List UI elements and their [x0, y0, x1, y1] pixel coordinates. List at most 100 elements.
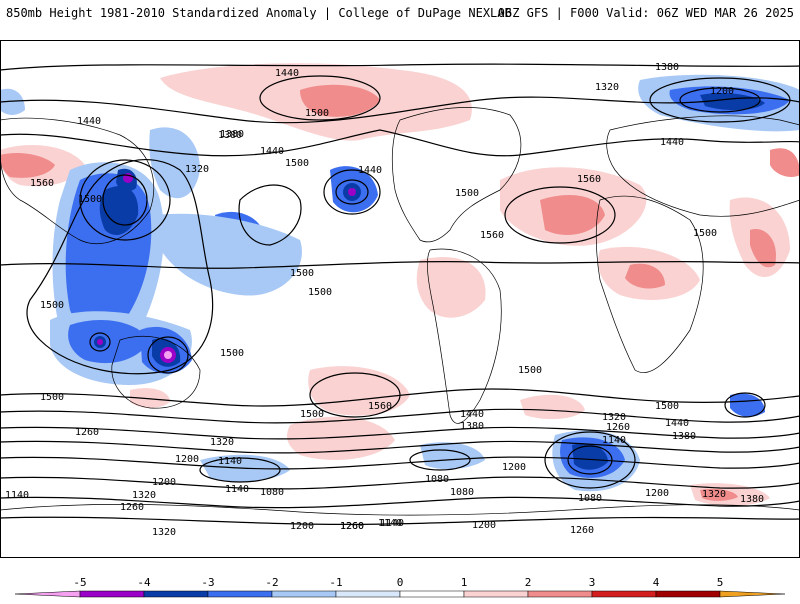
contour-label: 1140 [225, 484, 249, 495]
map-canvas: 1440 1500 1380 1320 1200 1440 1500 1560 … [0, 40, 800, 558]
anomaly-south-indian-low [730, 393, 765, 417]
contour-label: 1440 [260, 146, 284, 157]
colorbar-tick-label: -4 [137, 576, 151, 589]
contour-label: 1500 [305, 108, 329, 119]
contour-label: 1320 [132, 490, 156, 501]
contour-closed-low [679, 87, 761, 113]
contour-closed-low [724, 392, 766, 418]
contour-label: 1440 [77, 116, 101, 127]
valid-time: 06Z GFS | F000 Valid: 06Z WED MAR 26 202… [497, 6, 794, 20]
contour-label: 1560 [577, 174, 601, 185]
contour-closed-high [504, 186, 616, 244]
colorbar-tick-label: -5 [73, 576, 86, 589]
colorbar-tick-label: 3 [589, 576, 596, 589]
colorbar: -5 -4 -3 -2 -1 0 1 2 3 4 5 [0, 566, 800, 600]
colorbar-segment [271, 590, 337, 598]
anomaly-west-africa-core [625, 263, 665, 289]
anomaly-north-pacific-low-peak [348, 188, 356, 196]
colorbar-segment [143, 590, 209, 598]
africa-outline [595, 195, 704, 373]
contour-label: 1320 [210, 437, 234, 448]
colorbar-segment [591, 590, 657, 598]
colorbar-segment [463, 590, 529, 598]
anomaly-australia-peak [164, 351, 172, 359]
contour-label: 1500 [40, 392, 64, 403]
contour-line [0, 456, 800, 470]
contour-label: 1380 [655, 62, 679, 73]
colorbar-segments [14, 590, 786, 598]
contour-line [0, 408, 800, 424]
contour-label: 1500 [455, 188, 479, 199]
colorbar-segment [527, 590, 593, 598]
contour-label: 1200 [152, 477, 176, 488]
contour-label: 1500 [693, 228, 717, 239]
contour-label: 1500 [220, 348, 244, 359]
contour-line [0, 516, 800, 525]
contour-label: 1260 [340, 521, 364, 532]
contour-closed-low [102, 174, 148, 226]
anomaly-west-pacific-outer [155, 213, 302, 296]
colorbar-tick-label: -2 [265, 576, 278, 589]
contour-label: 1380 [218, 130, 242, 141]
colorbar-canvas: -5 -4 -3 -2 -1 0 1 2 3 4 5 [14, 576, 786, 598]
contour-label: 1560 [480, 230, 504, 241]
contour-label: 1140 [378, 518, 402, 529]
colorbar-tick-label: -3 [201, 576, 214, 589]
contour-label: 1500 [285, 158, 309, 169]
colorbar-tick-label: 1 [461, 576, 468, 589]
contour-closed-low [323, 169, 381, 215]
contour-label: 1260 [606, 422, 630, 433]
colorbar-segment [79, 590, 145, 598]
south-america-outline [427, 248, 502, 424]
contour-label: 1320 [152, 527, 176, 538]
coastlines [0, 107, 800, 516]
australia-outline [111, 335, 201, 409]
colorbar-tick-label: 2 [525, 576, 532, 589]
contour-closed-high [259, 75, 381, 121]
contour-line [0, 388, 800, 407]
contour-label: 1440 [275, 68, 299, 79]
contour-closed-low [199, 457, 281, 483]
contour-label: 1320 [702, 489, 726, 500]
colorbar-tick-label: 5 [717, 576, 724, 589]
contour-label: 1380 [460, 421, 484, 432]
contour-closed-low [79, 159, 171, 241]
contour-label: 1500 [655, 401, 679, 412]
anomaly-west-edge [0, 88, 25, 115]
contour-closed-low [544, 431, 636, 489]
contour-label: 1320 [185, 164, 209, 175]
colorbar-tick-label: -1 [329, 576, 342, 589]
contour-label: 1260 [340, 521, 364, 532]
colorbar-segment [14, 590, 81, 598]
contour-line [0, 260, 800, 269]
contour-label: 1200 [175, 454, 199, 465]
contour-labels: 1440 1500 1380 1320 1200 1440 1500 1560 … [5, 62, 764, 538]
anomaly-south-america-north [416, 256, 486, 318]
contour-line [26, 159, 214, 375]
contour-label: 1500 [518, 365, 542, 376]
contour-label: 1560 [368, 401, 392, 412]
contour-label: 1080 [578, 493, 602, 504]
contour-label: 1080 [425, 474, 449, 485]
contour-label: 1080 [260, 487, 284, 498]
contour-closed-high [309, 372, 401, 418]
asia-west-outline [0, 117, 154, 244]
contour-label: 1140 [602, 435, 626, 446]
contour-line [238, 184, 302, 246]
contour-closed-low [567, 445, 613, 475]
colorbar-segment [335, 590, 401, 598]
contour-line [0, 440, 800, 454]
antarctica-outline [0, 504, 800, 516]
colorbar-segment [655, 590, 721, 598]
anomaly-ural [770, 148, 800, 177]
contour-label: 1500 [40, 300, 64, 311]
anomaly-north-atlantic-core [540, 195, 605, 235]
anomaly-middle-east-core [750, 229, 776, 268]
contour-label: 1200 [502, 462, 526, 473]
contour-label: 1200 [472, 520, 496, 531]
contour-line [0, 96, 800, 124]
contour-line [0, 496, 800, 509]
anomaly-south-atlantic [520, 394, 585, 420]
anomaly-indian-ocean-low-core [97, 339, 103, 345]
header: 850mb Height 1981-2010 Standardized Anom… [0, 0, 800, 40]
